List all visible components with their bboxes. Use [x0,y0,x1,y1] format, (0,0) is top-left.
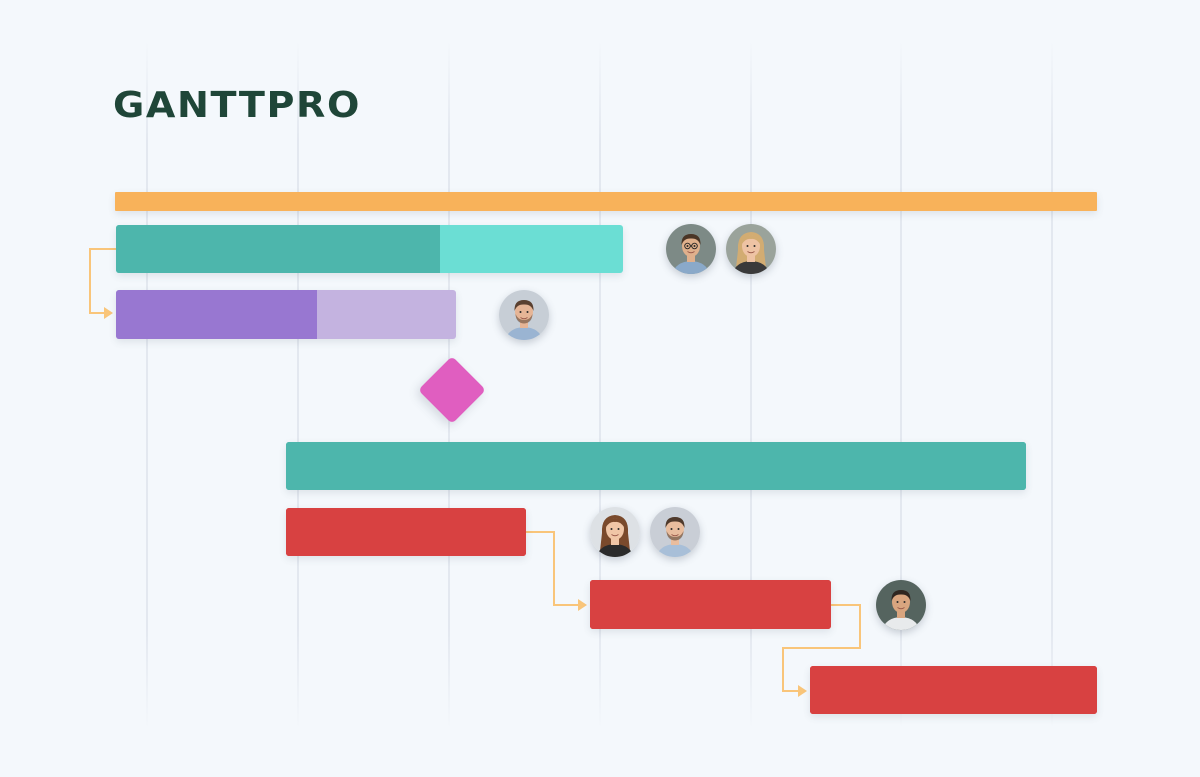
connector-group [89,248,861,692]
avatar-man-stubble[interactable] [650,507,700,557]
avatar-man-glasses[interactable] [666,224,716,274]
summary-task-fill [115,192,1097,211]
ganttpro-logo: GANTTPRO [113,85,361,120]
task-bar-5-progress [590,580,831,629]
arrowhead-icon [578,599,587,611]
person-portrait-icon [666,224,716,274]
task-bar-1-progress [116,225,441,273]
avatar-man-beard[interactable] [499,290,549,340]
arrowhead-icon [104,307,113,319]
task-bar-5[interactable] [590,580,831,629]
person-portrait-icon [499,290,549,340]
person-portrait-icon [650,507,700,557]
timeline-gridline [297,40,299,730]
task-bar-4-progress [286,508,526,556]
person-portrait-icon [590,507,640,557]
timeline-gridline [599,40,601,730]
timeline-gridline [146,40,148,730]
task-bar-3-progress [286,442,1026,490]
summary-task-bar[interactable] [115,192,1097,211]
connector-arrowheads [104,307,807,697]
timeline-gridline [750,40,752,730]
task-bar-6[interactable] [810,666,1097,714]
avatar-woman-blonde[interactable] [726,224,776,274]
timeline-gridline [900,40,902,730]
task-bar-2-progress [116,290,317,339]
task-bar-6-progress [810,666,1097,714]
person-portrait-icon [876,580,926,630]
dependency-line-task5-task6 [782,604,861,692]
task-bar-1[interactable] [116,225,623,273]
task-bar-2[interactable] [116,290,456,339]
task-bar-4[interactable] [286,508,526,556]
avatar-woman-brown[interactable] [590,507,640,557]
dependency-line-task4-task5 [526,531,580,606]
dependency-line-task1-task2 [89,248,116,314]
avatar-man-smile[interactable] [876,580,926,630]
task-bar-3[interactable] [286,442,1026,490]
timeline-gridline [1051,40,1053,730]
person-portrait-icon [726,224,776,274]
arrowhead-icon [798,685,807,697]
brand-name: GANTTPRO [113,85,361,120]
